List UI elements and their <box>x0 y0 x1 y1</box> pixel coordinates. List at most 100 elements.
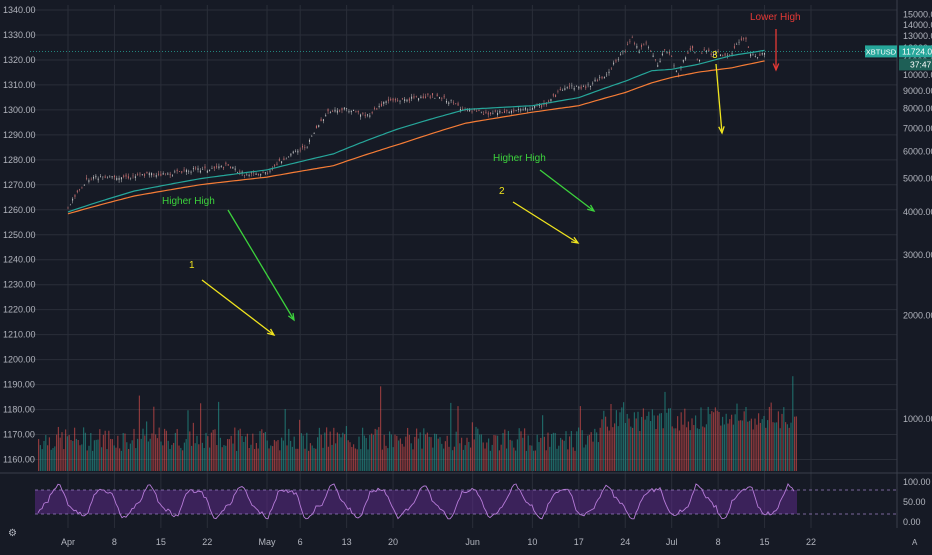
candle-body <box>211 168 213 169</box>
volume-bar <box>731 414 733 471</box>
candle-body <box>575 85 577 87</box>
date-axis-label: 10 <box>527 537 537 547</box>
volume-bar <box>68 435 70 471</box>
volume-bar <box>583 447 585 471</box>
volume-bar <box>317 437 319 471</box>
volume-bar <box>482 442 484 471</box>
candle-body <box>434 98 436 99</box>
wave-arrow-2 <box>512 201 579 244</box>
candle-body <box>283 158 285 160</box>
volume-bar <box>536 434 538 471</box>
rsi-line <box>37 483 795 520</box>
date-axis-label: 6 <box>298 537 303 547</box>
volume-bar <box>155 434 157 471</box>
candle-body <box>350 110 352 113</box>
volume-bar <box>705 424 707 471</box>
volume-bar <box>270 445 272 471</box>
volume-bar <box>590 432 592 471</box>
left-axis-tick-label: 1320.00 <box>3 55 36 65</box>
candle-body <box>390 98 392 101</box>
candle-body <box>297 150 299 153</box>
date-axis-label: May <box>259 537 277 547</box>
volume-bar <box>133 428 135 471</box>
volume-bar <box>331 444 333 471</box>
candle-body <box>241 171 243 174</box>
volume-bar <box>158 427 160 471</box>
volume-bar <box>115 447 117 471</box>
volume-bar <box>408 434 410 471</box>
volume-bar <box>790 422 792 471</box>
candle-body <box>445 100 447 103</box>
volume-bar <box>704 427 706 471</box>
candle-body <box>675 70 677 72</box>
volume-bar <box>160 441 162 471</box>
candle-body <box>627 44 629 45</box>
volume-bar <box>700 407 702 471</box>
candle-body <box>462 108 464 110</box>
volume-bar <box>549 446 551 471</box>
candle-body <box>599 77 601 78</box>
volume-bar <box>642 408 644 471</box>
volume-bar <box>516 439 518 471</box>
date-axis-label: 13 <box>342 537 352 547</box>
candle-body <box>160 173 162 176</box>
candle-body <box>118 177 120 180</box>
volume-bar <box>500 444 502 471</box>
volume-bar <box>396 435 398 471</box>
volume-bar <box>504 429 506 471</box>
volume-bar <box>230 435 232 471</box>
candle-body <box>236 172 238 173</box>
candle-body <box>378 106 380 107</box>
volume-bar <box>714 407 716 471</box>
candle-body <box>169 173 171 176</box>
candle-body <box>181 171 183 173</box>
candle-body <box>457 103 459 106</box>
volume-bar <box>66 436 68 471</box>
candle-body <box>411 96 413 99</box>
candle-body <box>747 46 749 48</box>
volume-bar <box>372 434 374 471</box>
candle-body <box>199 170 201 173</box>
volume-bar <box>727 423 729 471</box>
volume-bar <box>498 450 500 471</box>
volume-bar <box>470 447 472 471</box>
volume-bar <box>678 430 680 471</box>
rsi-axis-tick-label: 100.00 <box>903 477 931 487</box>
candle-body <box>325 115 327 117</box>
volume-bar <box>511 440 513 471</box>
volume-bar <box>745 406 747 471</box>
volume-bar <box>468 441 470 471</box>
volume-bar <box>365 438 367 471</box>
volume-bar <box>131 440 133 471</box>
date-axis-label: 22 <box>806 537 816 547</box>
volume-bar <box>401 443 403 471</box>
candle-body <box>527 109 529 111</box>
volume-bar <box>371 433 373 471</box>
volume-bar <box>434 433 436 471</box>
candle-body <box>213 166 215 169</box>
candle-body <box>274 165 276 167</box>
volume-bar <box>162 445 164 471</box>
candle-body <box>290 153 292 156</box>
volume-bar <box>759 422 761 471</box>
left-axis-tick-label: 1220.00 <box>3 305 36 315</box>
candle-body <box>717 51 719 52</box>
candle-body <box>81 187 83 189</box>
left-axis-tick-label: 1270.00 <box>3 180 36 190</box>
wave-arrow-3 <box>715 63 723 134</box>
volume-bar <box>610 404 612 471</box>
candle-body <box>93 176 95 179</box>
candle-body <box>230 167 232 169</box>
volume-bar <box>439 437 441 471</box>
candle-body <box>754 56 756 57</box>
volume-bar <box>713 412 715 471</box>
volume-bar <box>506 448 508 471</box>
volume-bar <box>38 439 40 471</box>
candle-body <box>613 62 615 65</box>
volume-bar <box>489 450 491 471</box>
candle-body <box>225 162 227 165</box>
candle-body <box>380 103 382 106</box>
volume-bar <box>218 401 220 471</box>
